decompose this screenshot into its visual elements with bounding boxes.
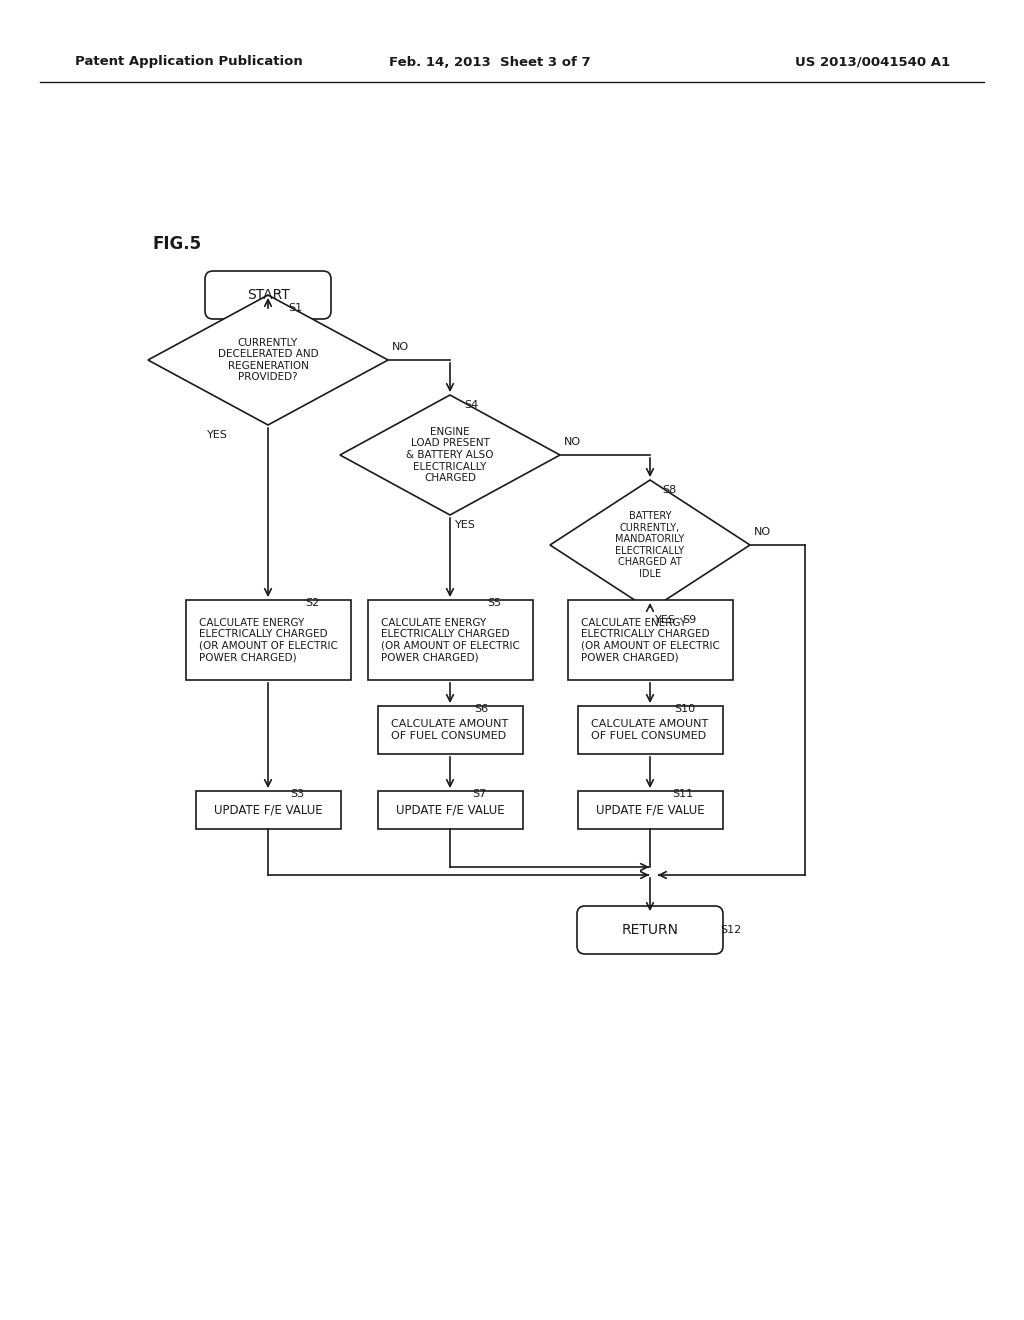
Text: YES: YES [655,615,676,624]
Bar [578,706,723,754]
Text: CALCULATE AMOUNT
OF FUEL CONSUMED: CALCULATE AMOUNT OF FUEL CONSUMED [592,719,709,741]
Text: BATTERY
CURRENTLY,
MANDATORILY
ELECTRICALLY
CHARGED AT
IDLE: BATTERY CURRENTLY, MANDATORILY ELECTRICA… [615,511,685,579]
Polygon shape [340,395,560,515]
Text: S1: S1 [288,304,302,313]
Text: UPDATE F/E VALUE: UPDATE F/E VALUE [214,804,323,817]
Text: S12: S12 [720,925,741,935]
Text: CALCULATE AMOUNT
OF FUEL CONSUMED: CALCULATE AMOUNT OF FUEL CONSUMED [391,719,509,741]
Text: UPDATE F/E VALUE: UPDATE F/E VALUE [395,804,504,817]
FancyBboxPatch shape [577,906,723,954]
Text: S11: S11 [672,789,693,799]
Text: S3: S3 [290,789,304,799]
Text: S9: S9 [682,615,696,624]
Bar [567,601,732,680]
Text: ENGINE
LOAD PRESENT
& BATTERY ALSO
ELECTRICALLY
CHARGED: ENGINE LOAD PRESENT & BATTERY ALSO ELECT… [407,426,494,483]
Text: YES: YES [455,520,476,531]
Text: S8: S8 [662,484,676,495]
Text: START: START [247,288,290,302]
Bar [185,601,350,680]
Text: RETURN: RETURN [622,923,679,937]
Text: UPDATE F/E VALUE: UPDATE F/E VALUE [596,804,705,817]
Text: NO: NO [392,342,410,352]
Polygon shape [148,294,388,425]
Bar [368,601,532,680]
Bar [578,791,723,829]
Polygon shape [550,480,750,610]
Text: Patent Application Publication: Patent Application Publication [75,55,303,69]
FancyBboxPatch shape [205,271,331,319]
Text: NO: NO [754,527,771,537]
Text: US 2013/0041540 A1: US 2013/0041540 A1 [795,55,950,69]
Text: CALCULATE ENERGY
ELECTRICALLY CHARGED
(OR AMOUNT OF ELECTRIC
POWER CHARGED): CALCULATE ENERGY ELECTRICALLY CHARGED (O… [381,618,519,663]
Text: S2: S2 [305,598,319,609]
Text: CALCULATE ENERGY
ELECTRICALLY CHARGED
(OR AMOUNT OF ELECTRIC
POWER CHARGED): CALCULATE ENERGY ELECTRICALLY CHARGED (O… [581,618,720,663]
Text: CURRENTLY
DECELERATED AND
REGENERATION
PROVIDED?: CURRENTLY DECELERATED AND REGENERATION P… [218,338,318,383]
Text: S10: S10 [674,704,695,714]
Bar [378,791,522,829]
Text: YES: YES [207,430,228,440]
Text: S6: S6 [474,704,488,714]
Text: Feb. 14, 2013  Sheet 3 of 7: Feb. 14, 2013 Sheet 3 of 7 [389,55,591,69]
Text: S4: S4 [464,400,478,411]
Text: FIG.5: FIG.5 [152,235,201,253]
Bar [196,791,341,829]
Text: S5: S5 [487,598,501,609]
Text: NO: NO [564,437,582,447]
Text: CALCULATE ENERGY
ELECTRICALLY CHARGED
(OR AMOUNT OF ELECTRIC
POWER CHARGED): CALCULATE ENERGY ELECTRICALLY CHARGED (O… [199,618,338,663]
Text: S7: S7 [472,789,486,799]
Bar [378,706,522,754]
